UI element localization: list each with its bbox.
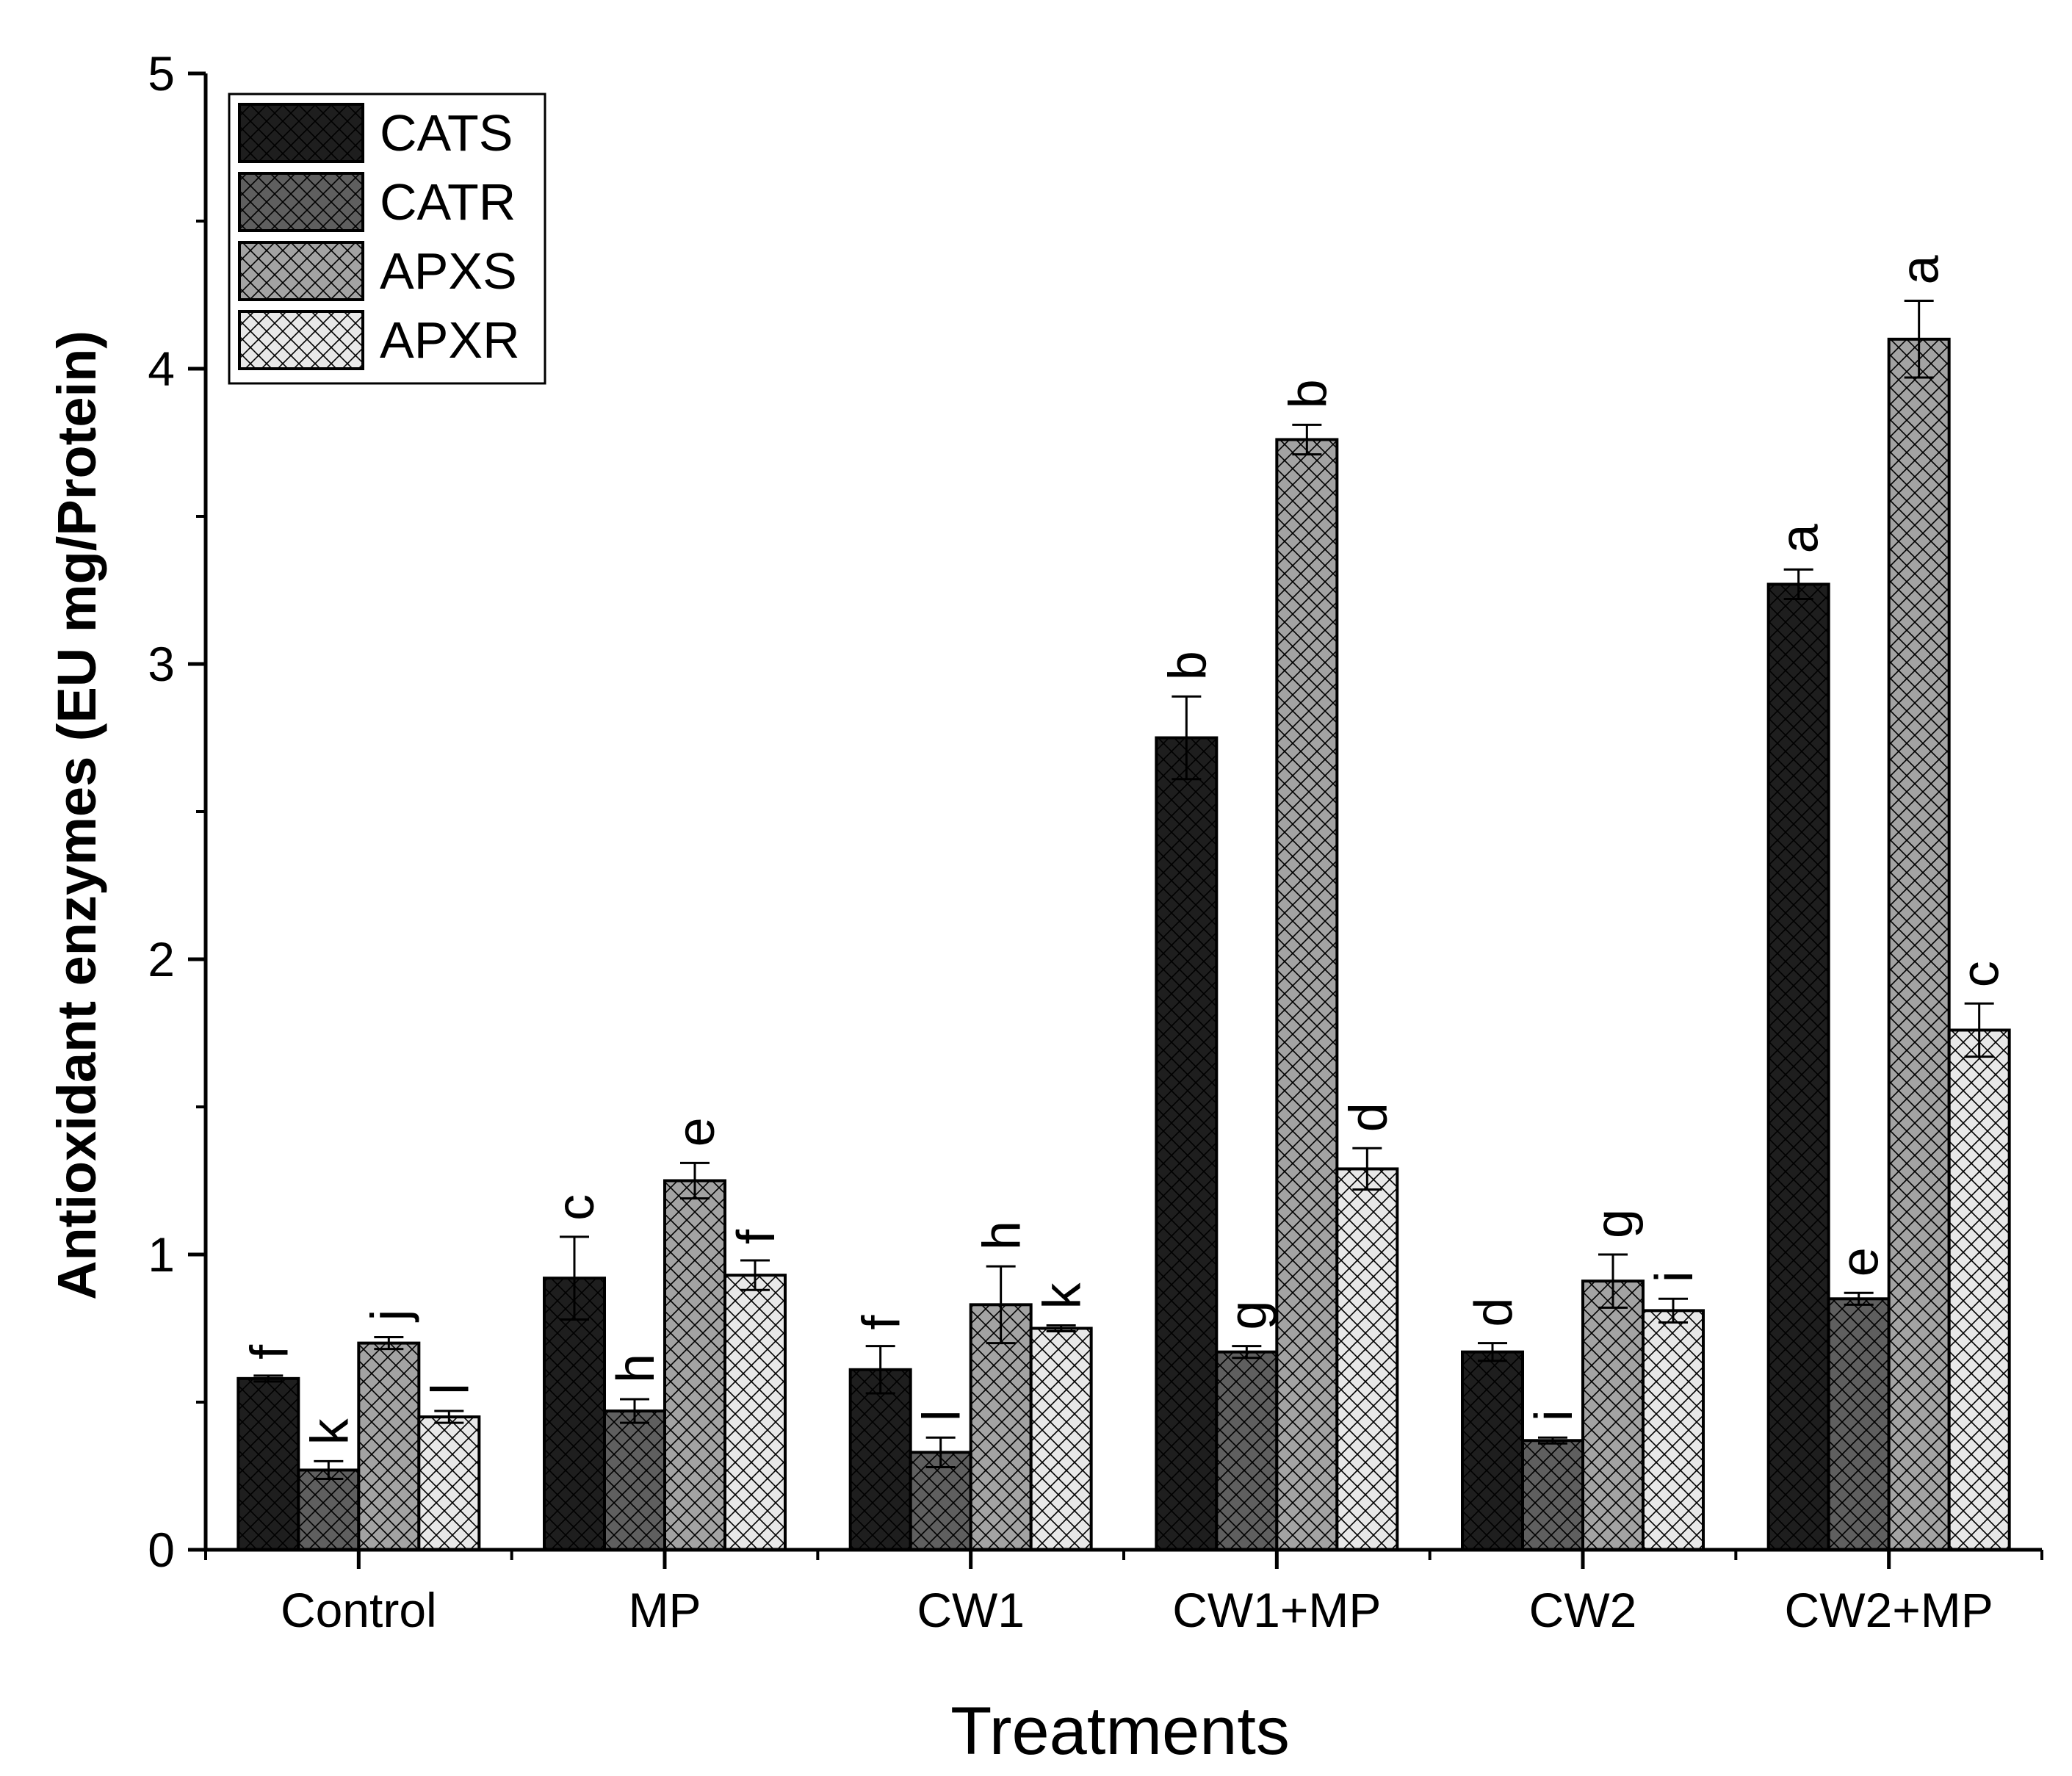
bar-cats-4 [1461, 1350, 1524, 1552]
significance-letter: d [1339, 1102, 1398, 1132]
y-axis-title: Antioxidant enzymes (EU mg/Protein) [46, 331, 107, 1300]
y-tick-label: 5 [148, 46, 175, 101]
bar-apxs-0 [357, 1341, 421, 1551]
significance-letter: c [546, 1194, 605, 1221]
significance-letter: e [1831, 1247, 1890, 1277]
significance-letter: f [727, 1229, 786, 1244]
bar-apxs-5 [1887, 337, 1951, 1551]
bar-catr-0 [297, 1468, 361, 1551]
significance-letter: d [1465, 1298, 1523, 1327]
significance-letter: i [1645, 1271, 1704, 1282]
significance-letter: a [1891, 255, 1950, 285]
bar-apxr-5 [1947, 1028, 2011, 1551]
legend-label-cats: CATS [380, 104, 513, 162]
significance-letter: f [853, 1315, 912, 1330]
y-tick-label: 4 [148, 342, 175, 396]
significance-letter: l [913, 1409, 972, 1421]
y-tick-label: 1 [148, 1227, 175, 1282]
y-tick-label: 3 [148, 637, 175, 691]
plot-area: f k j l c h e f f l h k b g b d d i g i a e a c [237, 255, 2011, 1552]
bar-apxr-3 [1335, 1167, 1399, 1552]
bar-apxs-3 [1275, 438, 1339, 1551]
legend-swatch-cats [238, 103, 364, 163]
legend: CATS CATR APXS APXR [228, 93, 546, 385]
significance-letter: h [607, 1354, 665, 1383]
legend-swatch-catr [238, 172, 364, 232]
bar-catr-4 [1521, 1439, 1584, 1552]
significance-letter: k [300, 1418, 359, 1445]
x-tick-label: Control [281, 1583, 437, 1637]
bar-apxr-4 [1642, 1309, 1705, 1551]
significance-letter: g [1585, 1209, 1644, 1238]
significance-letter: c [1952, 961, 2010, 987]
bar-cats-0 [237, 1376, 300, 1551]
significance-letter: b [1279, 379, 1338, 408]
bar-catr-5 [1827, 1297, 1891, 1552]
bar-apxs-4 [1581, 1279, 1645, 1552]
significance-letter: b [1158, 651, 1217, 680]
y-tick-label: 0 [148, 1523, 175, 1577]
legend-label-apxr: APXR [380, 311, 520, 369]
x-tick-label: CW1 [917, 1583, 1025, 1637]
bar-cats-2 [848, 1368, 912, 1552]
significance-letter: h [973, 1221, 1032, 1250]
x-axis-title: Treatments [950, 1694, 1290, 1769]
legend-swatch-apxr [238, 310, 364, 370]
significance-letter: e [667, 1117, 726, 1147]
bar-catr-1 [603, 1409, 666, 1552]
x-tick-label: MP [629, 1583, 701, 1637]
bar-apxr-2 [1029, 1326, 1093, 1551]
legend-swatch-apxs [238, 241, 364, 301]
significance-letter: i [1525, 1409, 1584, 1421]
x-tick-label: CW2+MP [1785, 1583, 1993, 1637]
legend-label-catr: CATR [380, 173, 516, 231]
bar-apxr-1 [723, 1274, 787, 1551]
significance-letter: g [1219, 1301, 1277, 1330]
bar-catr-3 [1215, 1350, 1279, 1552]
significance-letter: k [1033, 1282, 1092, 1309]
significance-letter: a [1771, 523, 1830, 553]
bar-apxs-1 [663, 1179, 726, 1551]
legend-label-apxs: APXS [380, 242, 517, 300]
significance-letter: l [421, 1383, 480, 1395]
significance-letter: j [361, 1310, 419, 1323]
bar-cats-3 [1155, 736, 1219, 1551]
x-tick-label: CW2 [1529, 1583, 1637, 1637]
bar-cats-1 [543, 1277, 606, 1552]
x-tick-label: CW1+MP [1172, 1583, 1381, 1637]
bar-cats-5 [1766, 582, 1830, 1552]
bar-apxr-0 [417, 1415, 481, 1551]
y-tick-label: 2 [148, 932, 175, 986]
significance-letter: f [240, 1344, 299, 1360]
axes: 0 1 2 3 4 5 Control MP CW1 CW1+MP CW2 CW2+MP [148, 46, 2043, 1637]
